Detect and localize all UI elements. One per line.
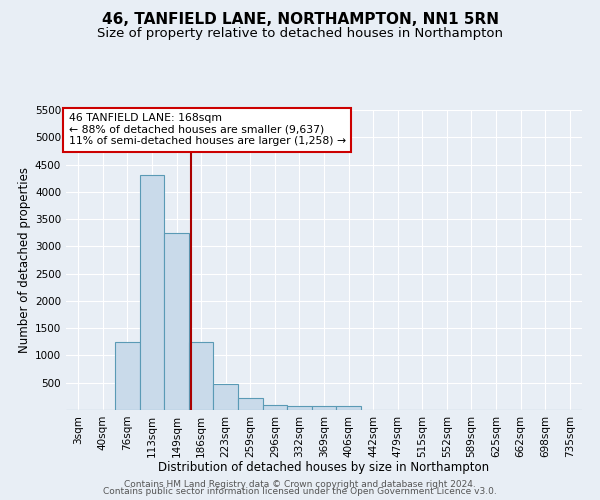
Bar	[312, 406, 336, 410]
Bar	[115, 342, 140, 410]
Text: 46, TANFIELD LANE, NORTHAMPTON, NN1 5RN: 46, TANFIELD LANE, NORTHAMPTON, NN1 5RN	[101, 12, 499, 28]
Bar	[263, 404, 287, 410]
Bar	[164, 232, 189, 410]
X-axis label: Distribution of detached houses by size in Northampton: Distribution of detached houses by size …	[158, 461, 490, 474]
Bar	[189, 342, 214, 410]
Y-axis label: Number of detached properties: Number of detached properties	[18, 167, 31, 353]
Text: Contains HM Land Registry data © Crown copyright and database right 2024.: Contains HM Land Registry data © Crown c…	[124, 480, 476, 489]
Text: 46 TANFIELD LANE: 168sqm
← 88% of detached houses are smaller (9,637)
11% of sem: 46 TANFIELD LANE: 168sqm ← 88% of detach…	[68, 113, 346, 146]
Bar	[336, 406, 361, 410]
Text: Size of property relative to detached houses in Northampton: Size of property relative to detached ho…	[97, 28, 503, 40]
Bar	[140, 176, 164, 410]
Bar	[287, 406, 312, 410]
Bar	[238, 398, 263, 410]
Bar	[214, 384, 238, 410]
Text: Contains public sector information licensed under the Open Government Licence v3: Contains public sector information licen…	[103, 487, 497, 496]
